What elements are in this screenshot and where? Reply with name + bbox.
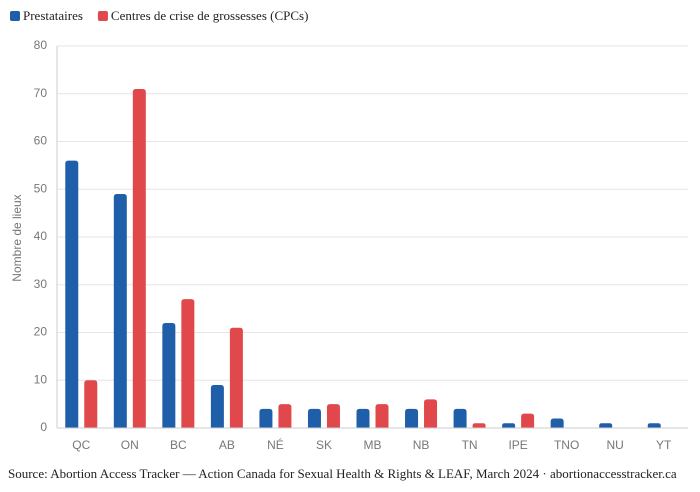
bar	[65, 160, 79, 428]
bar	[307, 408, 321, 428]
x-tick-label: AB	[219, 438, 235, 452]
bar	[84, 380, 98, 428]
x-tick-label: ON	[121, 438, 139, 452]
bar	[181, 299, 195, 428]
bar	[259, 408, 273, 428]
bar	[453, 408, 467, 428]
y-tick-label: 30	[34, 277, 48, 291]
y-tick-label: 20	[34, 325, 48, 339]
x-tick-label: MB	[364, 438, 382, 452]
x-tick-label: QC	[72, 438, 90, 452]
bar	[229, 327, 243, 428]
bar	[521, 413, 535, 428]
bar	[599, 423, 613, 428]
x-tick-label: YT	[656, 438, 672, 452]
bar	[550, 418, 564, 428]
y-tick-label: 70	[34, 86, 48, 100]
x-tick-label: SK	[316, 438, 332, 452]
x-tick-label: BC	[170, 438, 187, 452]
bar	[405, 408, 419, 428]
x-tick-label: IPE	[508, 438, 527, 452]
bar	[502, 423, 516, 428]
bar	[326, 404, 340, 428]
bar	[113, 194, 127, 428]
x-tick-label: TN	[462, 438, 478, 452]
legend-label: Prestataires	[23, 8, 83, 23]
x-tick-label: NB	[413, 438, 430, 452]
bar	[424, 399, 438, 428]
bar	[210, 385, 224, 428]
bar	[647, 423, 661, 428]
y-tick-label: 50	[34, 181, 48, 195]
legend-swatch	[10, 11, 20, 21]
source-note: Source: Abortion Access Tracker — Action…	[8, 466, 677, 481]
bar	[472, 423, 486, 428]
bar	[278, 404, 292, 428]
bar	[375, 404, 389, 428]
x-tick-label: NU	[607, 438, 624, 452]
x-tick-label: TNO	[554, 438, 579, 452]
legend-swatch	[97, 11, 108, 21]
bar	[132, 88, 146, 428]
bar	[356, 408, 370, 428]
bar	[162, 322, 176, 428]
x-tick-label: NÉ	[267, 437, 284, 452]
y-tick-label: 40	[34, 229, 48, 243]
y-tick-label: 60	[34, 134, 48, 148]
y-tick-label: 80	[34, 38, 48, 52]
y-tick-label: 10	[34, 372, 48, 386]
y-tick-label: 0	[40, 420, 47, 434]
y-axis-title: Nombre de lieux	[10, 194, 24, 281]
legend-label: Centres de crise de grossesses (CPCs)	[111, 8, 309, 23]
